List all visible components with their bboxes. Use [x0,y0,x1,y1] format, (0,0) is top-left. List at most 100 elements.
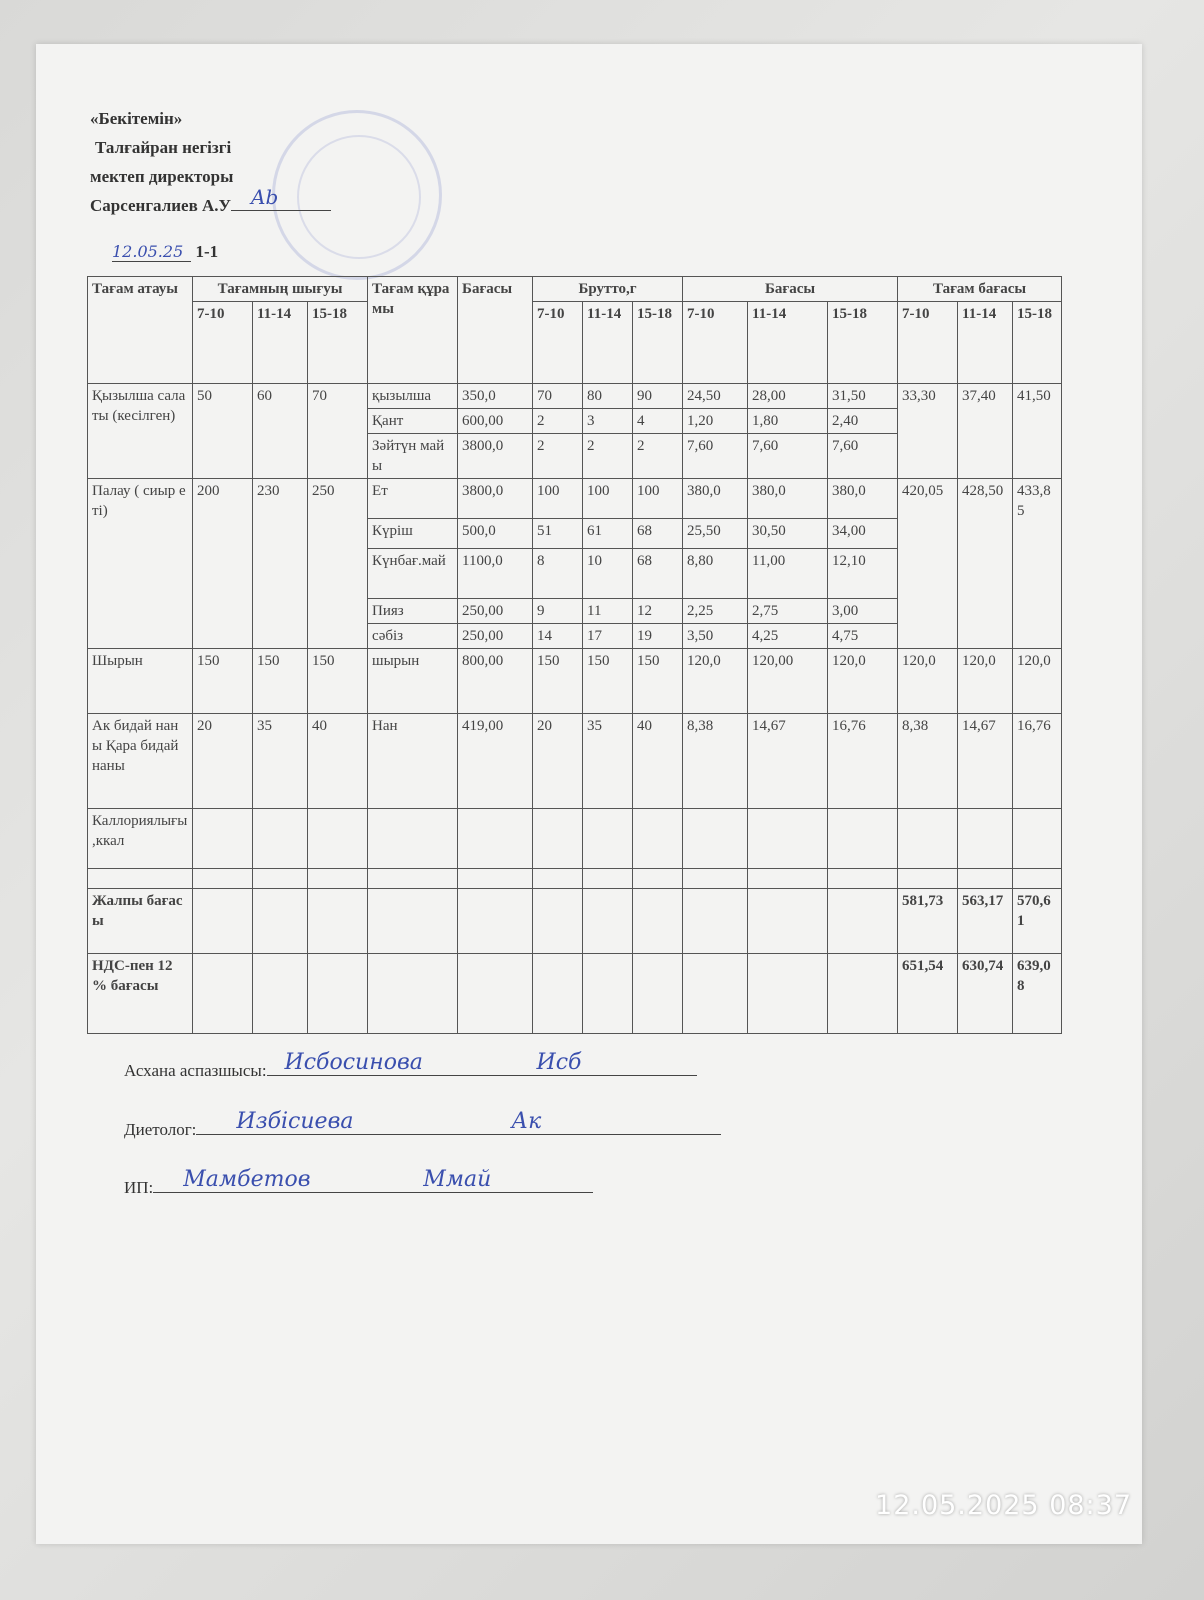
cook-signature-line: Исбосинова Исб [266,1050,697,1076]
ingredient-cost: 16,76 [827,713,899,809]
ip-name: Мамбетов [183,1167,311,1192]
empty-cell [747,808,829,869]
vat-price-value: 651,54 [897,953,959,1034]
ingredient-name: сәбіз [367,623,459,649]
empty-cell [457,868,534,889]
ingredient-brutto: 9 [532,598,584,624]
ingredient-cost: 2,75 [747,598,829,624]
ingredient-price: 600,00 [457,408,534,434]
vat-price-value: 630,74 [957,953,1014,1034]
ingredient-price: 1100,0 [457,548,534,599]
empty-cell [457,808,534,869]
header-price: Бағасы [457,276,534,384]
dish-price: 433,85 [1012,478,1063,649]
ingredient-brutto: 100 [582,478,634,519]
ingredient-cost: 25,50 [682,518,749,549]
ingredient-brutto: 80 [582,383,634,409]
empty-cell [252,868,308,889]
dish-price: 16,76 [1012,713,1063,809]
ingredient-name: Күріш [367,518,459,549]
calorie-value [957,808,1014,869]
empty-cell [632,888,684,954]
menu-cost-table: Тағам атауы Тағамның шығуы Тағам құрамы … [87,276,1063,1034]
empty-cell [582,953,634,1034]
ingredient-brutto: 19 [632,623,684,649]
ingredient-price: 419,00 [457,713,534,809]
menu-code: 1-1 [195,242,219,261]
ingredient-brutto: 2 [632,433,684,479]
dish-yield: 50 [192,383,253,479]
ingredient-brutto: 150 [582,648,634,714]
ingredient-price: 350,0 [457,383,534,409]
ingredient-brutto: 100 [632,478,684,519]
ingredient-cost: 7,60 [827,433,899,479]
empty-cell [192,808,253,869]
approval-date: 12.05.25 1-1 [112,242,218,262]
header-dish-price-age-1: 11-14 [957,301,1014,384]
ingredient-cost: 8,80 [682,548,749,599]
director-line: Сарсенгалиев А.У Ab [90,185,332,220]
dish-price: 420,05 [897,478,959,649]
ingredient-cost: 28,00 [747,383,829,409]
ingredient-cost: 3,00 [827,598,899,624]
header-brutto: Брутто,г [532,276,684,302]
dish-name: Қызылша салаты (кесілген) [87,383,193,479]
empty-cell [367,953,459,1034]
calorie-value [1012,808,1063,869]
empty-cell [306,888,369,954]
ingredient-name: Пияз [367,598,459,624]
header-brutto-age-0: 7-10 [532,301,584,384]
ingredient-cost: 4,75 [827,623,899,649]
ingredient-name: Зәйтүн майы [367,433,459,479]
approval-block: «Бекітемін» Талғайран негізгі мектеп дир… [90,104,332,220]
ingredient-brutto: 90 [632,383,684,409]
empty-cell [532,808,584,869]
empty-cell [457,953,534,1034]
ingredient-cost: 14,67 [747,713,829,809]
photo-timestamp: 12.05.2025 08:37 [875,1490,1132,1521]
ingredient-cost: 120,00 [747,648,829,714]
handwritten-date: 12.05.25 [112,242,192,262]
empty-cell [582,868,634,889]
ingredient-brutto: 100 [532,478,584,519]
header-yield-age-2: 15-18 [306,301,369,384]
ingredient-brutto: 11 [582,598,634,624]
dish-name: Шырын [87,648,193,714]
ingredient-brutto: 12 [632,598,684,624]
calorie-row: Каллориялығы ,ккал [87,808,1063,869]
ingredient-brutto: 2 [532,408,584,434]
total-price-value: 570,61 [1012,888,1063,954]
empty-cell [632,953,684,1034]
ingredient-brutto: 3 [582,408,634,434]
ingredient-name: Қант [367,408,459,434]
empty-cell [532,888,584,954]
total-price-label: Жалпы бағасы [87,888,193,954]
cook-signature-row: Асхана аспазшысы: Исбосинова Исб [124,1050,697,1081]
calorie-value [897,808,959,869]
ingredient-price: 800,00 [457,648,534,714]
empty-cell [306,953,369,1034]
empty-cell [252,808,308,869]
header-cost: Бағасы [682,276,899,302]
empty-cell [192,953,253,1034]
vat-price-label: НДС-пен 12 % бағасы [87,953,193,1034]
ingredient-brutto: 20 [532,713,584,809]
table-row: Қызылша салаты (кесілген) 50 60 70 қызылша 35… [87,383,1063,479]
ingredient-cost: 2,25 [682,598,749,624]
ingredient-cost: 380,0 [747,478,829,519]
empty-cell [682,953,749,1034]
empty-cell [827,868,899,889]
empty-cell [367,888,459,954]
approval-title: «Бекітемін» [90,109,183,128]
ingredient-brutto: 17 [582,623,634,649]
empty-cell [532,868,584,889]
ingredient-cost: 1,80 [747,408,829,434]
ingredient-cost: 120,0 [682,648,749,714]
ingredient-cost: 1,20 [682,408,749,434]
empty-cell [632,868,684,889]
header-cost-age-0: 7-10 [682,301,749,384]
ip-label: ИП: [124,1178,154,1197]
empty-cell [367,808,459,869]
ingredient-cost: 11,00 [747,548,829,599]
ingredient-brutto: 14 [532,623,584,649]
